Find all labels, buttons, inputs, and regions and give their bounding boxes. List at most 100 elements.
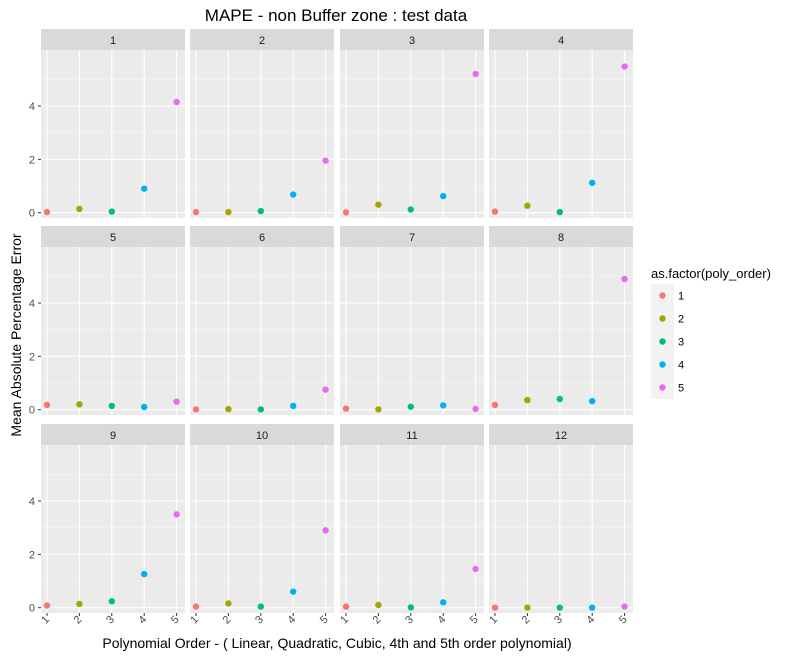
y-axes: 0 2 4 0 2 4 0 2 4 bbox=[29, 101, 41, 615]
legend-label: 3 bbox=[678, 337, 684, 349]
data-point-panel1-order3 bbox=[108, 208, 116, 215]
data-point-panel2-order2 bbox=[225, 208, 232, 216]
facet-label: 5 bbox=[110, 232, 116, 244]
facet-strip bbox=[41, 226, 185, 247]
legend-label: 1 bbox=[678, 291, 684, 303]
facet-label: 8 bbox=[558, 232, 564, 244]
facet-label: 12 bbox=[555, 430, 567, 442]
data-point-panel4-order4 bbox=[589, 179, 596, 186]
data-point-panel3-order4 bbox=[440, 192, 447, 200]
data-point-panel11-order3 bbox=[407, 604, 414, 611]
data-point-panel4-order2 bbox=[524, 202, 531, 209]
data-point-panel1-order1 bbox=[43, 208, 51, 216]
data-point-panel8-order5 bbox=[621, 275, 628, 283]
facet-panel: 3 bbox=[340, 29, 484, 218]
data-point-panel12-order1 bbox=[491, 604, 499, 611]
legend-marker-5 bbox=[659, 384, 666, 391]
legend: as.factor(poly_order) 1 2 3 4 5 bbox=[651, 266, 771, 399]
panel-background bbox=[190, 445, 334, 613]
data-point-panel7-order3 bbox=[407, 403, 414, 410]
facet-strip bbox=[41, 424, 185, 445]
facet-panel: 2 bbox=[190, 29, 334, 218]
data-point-panel1-order4 bbox=[141, 185, 148, 192]
facet-label: 6 bbox=[259, 232, 265, 244]
panel-background bbox=[190, 50, 334, 218]
facet-panel: 11 bbox=[340, 424, 484, 613]
data-point-panel10-order1 bbox=[192, 603, 200, 610]
data-point-panel7-order4 bbox=[440, 402, 447, 409]
x-axis-title: Polynomial Order - ( Linear, Quadratic, … bbox=[102, 635, 571, 651]
panel-background bbox=[489, 445, 633, 613]
facet-strip bbox=[190, 226, 334, 247]
data-point-panel12-order4 bbox=[589, 604, 596, 611]
data-point-panel7-order5 bbox=[472, 405, 479, 413]
data-point-panel1-order2 bbox=[76, 205, 83, 213]
data-point-panel5-order3 bbox=[108, 402, 116, 410]
facet-label: 4 bbox=[558, 35, 564, 47]
facet-strip bbox=[41, 29, 185, 50]
panel-background bbox=[41, 247, 185, 415]
y-tick-label: 2 bbox=[29, 351, 35, 363]
facet-strip bbox=[489, 226, 633, 247]
data-point-panel7-order1 bbox=[342, 405, 350, 412]
y-tick-label: 4 bbox=[29, 496, 35, 508]
facet-panels: 1 2 3 45 6 7 89 10 11 12 bbox=[41, 29, 633, 613]
legend-keys: 1 2 3 4 5 bbox=[651, 284, 684, 399]
data-point-panel2-order3 bbox=[257, 207, 264, 215]
data-point-panel4-order5 bbox=[621, 63, 628, 70]
y-tick-label: 0 bbox=[29, 603, 35, 615]
facet-panel: 12 bbox=[489, 424, 633, 613]
data-point-panel6-order3 bbox=[257, 406, 264, 413]
data-point-panel4-order1 bbox=[491, 208, 499, 215]
data-point-panel12-order3 bbox=[556, 604, 563, 611]
facet-strip bbox=[340, 424, 484, 445]
facet-panel: 5 bbox=[41, 226, 185, 415]
data-point-panel4-order3 bbox=[556, 208, 563, 216]
legend-label: 4 bbox=[678, 360, 684, 372]
data-point-panel2-order4 bbox=[290, 191, 297, 198]
facet-label: 9 bbox=[110, 430, 116, 442]
facet-panel: 10 bbox=[190, 424, 334, 613]
facet-strip bbox=[489, 424, 633, 445]
legend-marker-2 bbox=[659, 315, 666, 322]
legend-marker-3 bbox=[659, 338, 666, 345]
facet-panel: 4 bbox=[489, 29, 633, 218]
panel-background bbox=[190, 247, 334, 415]
data-point-panel9-order2 bbox=[76, 600, 83, 608]
panel-background bbox=[41, 50, 185, 218]
facet-strip bbox=[489, 29, 633, 50]
legend-label: 2 bbox=[678, 314, 684, 326]
y-tick-label: 2 bbox=[29, 549, 35, 561]
facet-label: 2 bbox=[259, 35, 265, 47]
facet-strip bbox=[340, 226, 484, 247]
data-point-panel2-order5 bbox=[322, 157, 329, 164]
data-point-panel3-order3 bbox=[407, 206, 414, 213]
data-point-panel9-order1 bbox=[43, 602, 51, 609]
facet-label: 1 bbox=[110, 35, 116, 47]
data-point-panel9-order4 bbox=[141, 570, 148, 578]
data-point-panel11-order2 bbox=[375, 601, 382, 609]
legend-label: 5 bbox=[678, 383, 684, 395]
data-point-panel5-order5 bbox=[173, 398, 180, 405]
facet-label: 11 bbox=[406, 430, 417, 442]
data-point-panel7-order2 bbox=[375, 406, 382, 413]
data-point-panel12-order2 bbox=[524, 604, 531, 611]
facet-label: 3 bbox=[409, 35, 415, 47]
data-point-panel11-order5 bbox=[472, 565, 479, 573]
legend-marker-1 bbox=[659, 292, 666, 299]
y-tick-label: 4 bbox=[29, 298, 35, 310]
y-tick-label: 2 bbox=[29, 154, 35, 166]
data-point-panel6-order2 bbox=[225, 405, 232, 413]
panel-background bbox=[489, 50, 633, 218]
facet-panel: 8 bbox=[489, 226, 633, 415]
data-point-panel3-order2 bbox=[375, 201, 382, 208]
data-point-panel6-order5 bbox=[322, 386, 329, 393]
y-tick-label: 0 bbox=[29, 405, 35, 417]
data-point-panel3-order5 bbox=[472, 70, 479, 78]
panel-background bbox=[41, 445, 185, 613]
facet-strip bbox=[340, 29, 484, 50]
y-tick-label: 4 bbox=[29, 101, 35, 113]
data-point-panel2-order1 bbox=[192, 208, 200, 216]
data-point-panel10-order4 bbox=[290, 588, 297, 595]
data-point-panel8-order3 bbox=[556, 395, 563, 403]
